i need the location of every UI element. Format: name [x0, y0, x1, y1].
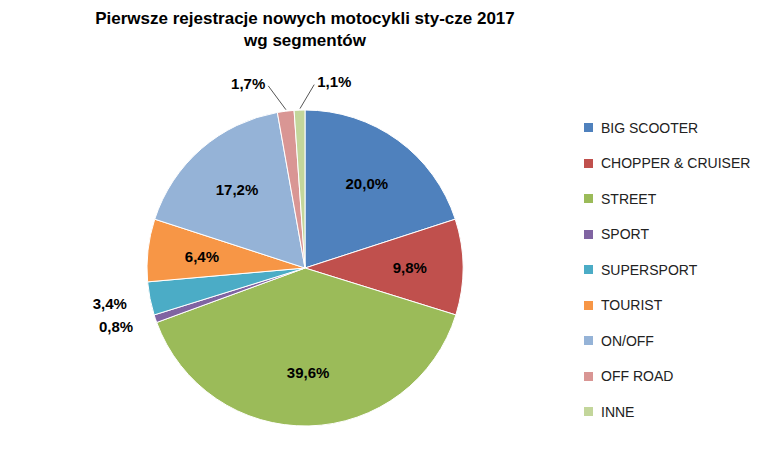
svg-text:6,4%: 6,4% [185, 248, 219, 265]
html-text:ON/OFF: ON/OFF [601, 332, 654, 349]
html-text:Pierwsze rejestracje nowych mo: Pierwsze rejestracje nowych motocykli st… [95, 9, 515, 50]
html-text:BIG SCOOTER: BIG SCOOTER [601, 119, 699, 136]
html-text:TOURIST: TOURIST [601, 297, 663, 314]
svg-text:1,7%: 1,7% [231, 75, 265, 92]
html-text:STREET: STREET [601, 190, 657, 207]
html-text:INNE: INNE [601, 403, 635, 420]
svg-text:0,8%: 0,8% [99, 318, 133, 335]
svg-text:39,6%: 39,6% [287, 364, 330, 381]
svg-text:17,2%: 17,2% [216, 181, 259, 198]
html-text:CHOPPER & CRUISER: CHOPPER & CRUISER [601, 155, 751, 172]
svg-text:20,0%: 20,0% [346, 175, 389, 192]
html-text:OFF ROAD: OFF ROAD [601, 368, 674, 385]
svg-text:1,1%: 1,1% [317, 73, 351, 90]
svg-text:3,4%: 3,4% [93, 295, 127, 312]
html-text:SUPERSPORT: SUPERSPORT [601, 261, 698, 278]
svg-text:9,8%: 9,8% [393, 259, 427, 276]
html-text:SPORT: SPORT [601, 226, 649, 243]
